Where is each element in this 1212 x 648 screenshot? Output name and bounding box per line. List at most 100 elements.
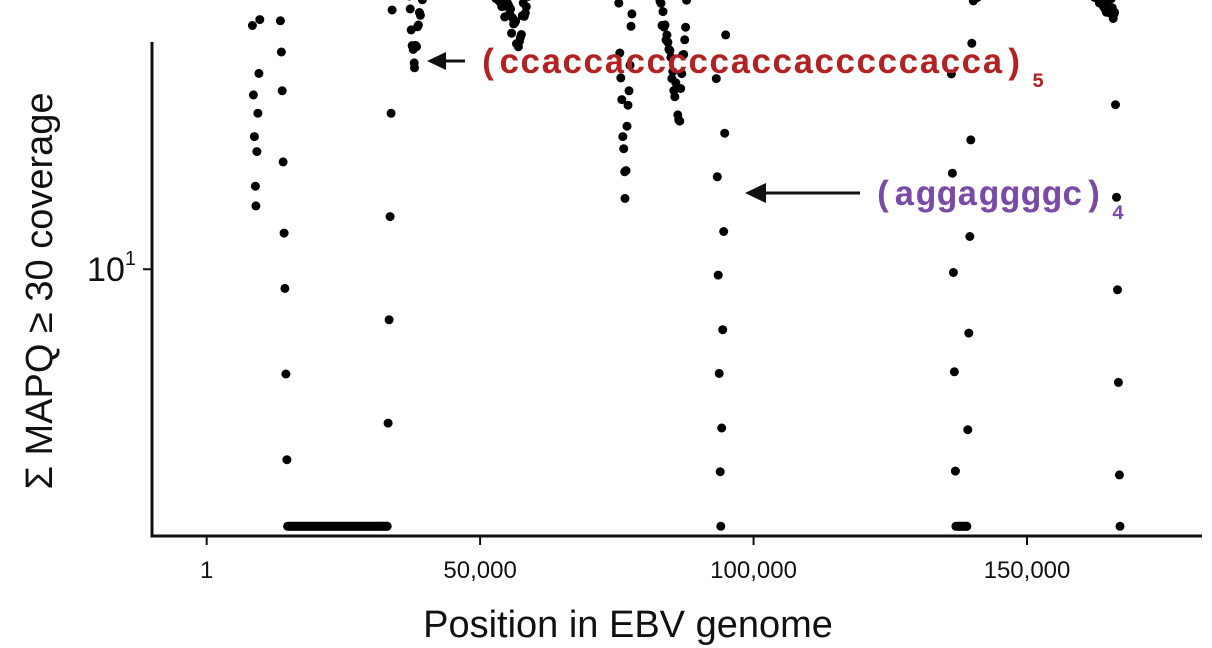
coverage-point [721,30,731,40]
x-ticks: 1 50,000 100,000 150,000 [200,536,1070,584]
coverage-point [614,0,624,8]
y-ticks: 101103105 [87,248,152,289]
coverage-point [255,15,265,25]
coverage-point [413,20,423,30]
y-tick-label: 101 [87,248,136,289]
coverage-point [277,86,287,96]
coverage-point [682,0,692,5]
coverage-point [656,0,666,8]
annotation-arrowhead-red [427,52,446,70]
coverage-point [714,368,724,378]
coverage-point [962,521,972,531]
coverage-point [516,30,526,39]
coverage-point [252,147,262,157]
coverage-point [662,30,672,40]
coverage-point [677,69,687,79]
coverage-point [280,283,290,293]
coverage-point [668,67,678,77]
coverage-point [623,100,633,110]
y-axis-title: Σ MAPQ ≥ 30 coverage [19,92,61,489]
coverage-point [680,35,690,45]
annotation-label-red: (ccaccacccccaccacccccacca) 5 [478,44,1044,94]
x-axis-title: Position in EBV genome [423,604,833,646]
coverage-point [383,418,393,428]
coverage-point [506,4,516,14]
coverage-point [718,325,728,335]
coverage-point [963,425,973,435]
coverage-point [675,116,685,126]
coverage-point [967,38,977,48]
x-tick-label: 50,000 [443,557,516,584]
x-tick-label: 100,000 [710,557,797,584]
coverage-point [712,172,722,182]
coverage-point [619,144,629,154]
coverage-point [948,268,958,277]
coverage-point [715,467,725,477]
coverage-point [947,168,957,178]
coverage-point [663,37,673,47]
coverage-point [965,232,975,241]
coverage-point [1111,100,1120,110]
coverage-point [410,63,419,73]
coverage-point [407,0,412,1]
data-points [247,0,1125,531]
coverage-point [717,423,727,433]
coverage-point [617,95,627,105]
coverage-point [679,50,689,59]
coverage-point [616,73,626,83]
coverage-point [964,328,974,338]
coverage-point [507,28,517,38]
coverage-point [521,2,531,12]
coverage-point [1114,470,1124,480]
coverage-point [251,201,261,211]
coverage-point [618,132,628,142]
coverage-point [254,68,264,78]
coverage-point [387,5,397,15]
coverage-point [660,20,670,30]
annotations: (ccaccacccccaccacccccacca) 5 (aggaggggc)… [427,44,1124,226]
coverage-point [719,227,729,236]
x-tick-label: 150,000 [984,557,1071,584]
coverage-point [716,521,726,531]
coverage-point [620,193,630,203]
coverage-point [405,4,415,14]
coverage-point [276,47,286,57]
coverage-point [966,135,976,145]
coverage-point [385,212,395,222]
coverage-point [279,228,289,238]
coverage-point [384,315,394,325]
coverage-point [525,0,531,1]
coverage-point [676,84,686,93]
coverage-point [720,128,730,138]
coverage-point [949,367,959,377]
coverage-point [511,16,521,26]
coverage-point [386,108,396,118]
annotation-arrowhead-purple [745,183,766,203]
coverage-point [250,181,260,191]
coverage-point [681,22,691,32]
coverage-point [711,74,721,84]
coverage-point [253,108,263,118]
coverage-point [670,92,680,102]
coverage-point [950,466,960,476]
coverage-point [275,16,285,26]
coverage-point [249,132,259,142]
coverage-point [1113,285,1122,295]
coverage-point [417,0,427,5]
coverage-point [248,90,258,100]
coverage-point [1113,377,1123,387]
coverage-point [382,521,392,531]
coverage-point [1115,521,1125,531]
coverage-point [625,60,635,70]
coverage-point [666,52,676,62]
coverage-point [627,9,637,19]
coverage-point [1110,7,1119,17]
coverage-point [412,42,421,52]
coverage-point [973,0,982,3]
coverage-point [624,86,634,96]
coverage-point [626,21,636,31]
coverage-point [615,48,625,58]
coverage-point [415,10,425,20]
coverage-point [1112,192,1121,202]
